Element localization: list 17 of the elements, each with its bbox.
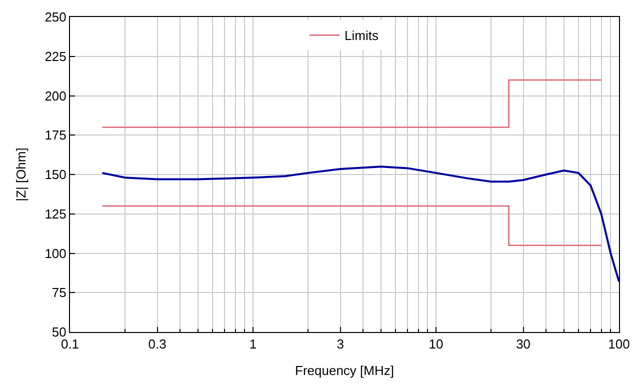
x-tick-label: 100: [608, 336, 630, 352]
y-tick-label: 200: [44, 88, 66, 104]
y-tick-label: 250: [44, 10, 66, 25]
y-tick-label: 75: [52, 285, 66, 300]
x-tick-label: 3: [336, 336, 344, 352]
x-axis-title: Frequency [MHz]: [295, 363, 394, 378]
x-tick-label: 30: [516, 336, 531, 352]
y-tick-label: 125: [44, 206, 66, 222]
x-tick-label: 1: [249, 336, 257, 352]
x-tick-label: 0.3: [148, 336, 166, 352]
y-tick-label: 175: [44, 128, 66, 143]
y-tick-label: 150: [44, 167, 66, 182]
y-tick-label: 100: [44, 246, 66, 261]
y-axis-title: |Z| [Ohm]: [14, 148, 29, 202]
y-tick-label: 225: [44, 48, 66, 64]
legend-label: Limits: [344, 28, 379, 44]
x-tick-label: 10: [428, 336, 444, 352]
